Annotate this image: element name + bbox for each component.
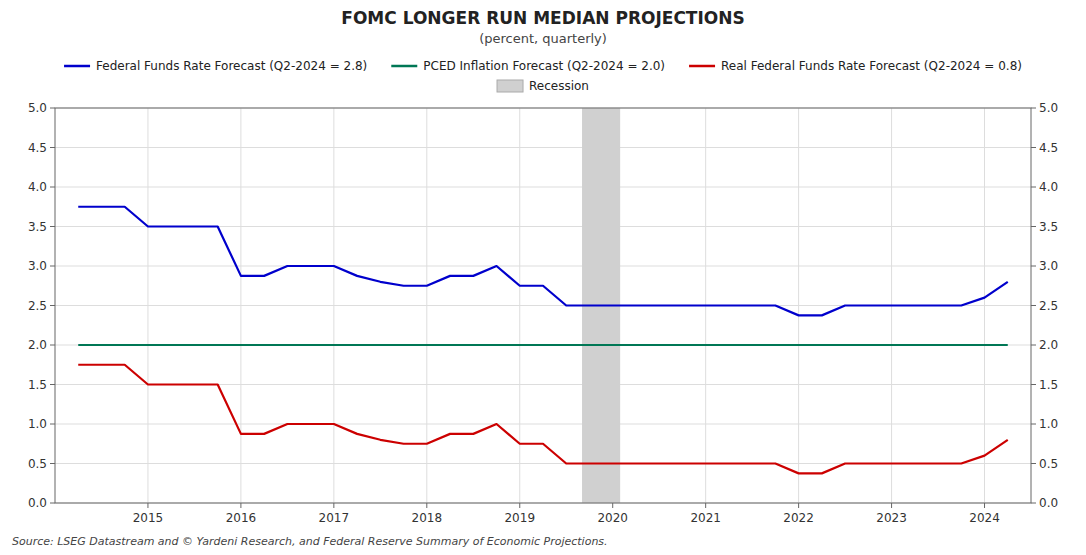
y2-tick	[1031, 266, 1036, 267]
y-tick	[50, 108, 55, 109]
y2-tick	[1031, 384, 1036, 385]
grid-line	[984, 108, 985, 503]
legend-label: Recession	[529, 79, 589, 93]
y-tick-label: 5.0	[28, 101, 47, 115]
x-tick	[333, 503, 334, 508]
y-tick-label: 0.5	[28, 457, 47, 471]
y-tick-label: 2.0	[28, 338, 47, 352]
y2-tick	[1031, 503, 1036, 504]
y-tick	[50, 147, 55, 148]
y-tick	[50, 463, 55, 464]
y-tick	[50, 424, 55, 425]
y-tick-label: 3.5	[28, 220, 47, 234]
y2-tick-label: 5.0	[1039, 101, 1058, 115]
y-tick-label: 1.0	[28, 417, 47, 431]
y-tick	[50, 266, 55, 267]
y-tick-label: 4.0	[28, 180, 47, 194]
series-line	[78, 207, 1008, 316]
series-line	[78, 344, 1008, 346]
x-tick	[519, 503, 520, 508]
y-tick	[50, 305, 55, 306]
y-tick	[50, 187, 55, 188]
source-note: Source: LSEG Datastream and © Yardeni Re…	[12, 535, 608, 548]
y-tick-label: 4.5	[28, 141, 47, 155]
y2-tick-label: 4.0	[1039, 180, 1058, 194]
grid-line	[55, 424, 1031, 425]
grid-line	[147, 108, 148, 503]
legend-label: Federal Funds Rate Forecast (Q2-2024 = 2…	[96, 59, 367, 73]
legend-swatch	[689, 65, 715, 68]
x-tick	[240, 503, 241, 508]
y2-tick	[1031, 108, 1036, 109]
plot-frame	[55, 108, 1031, 503]
grid-line	[55, 345, 1031, 346]
axes: 2015 2016 2017 2018 2019 2020 2021 2022 2023 2024…	[28, 101, 1058, 525]
title: FOMC LONGER RUN MEDIAN PROJECTIONS	[341, 8, 744, 28]
y2-tick	[1031, 147, 1036, 148]
y2-tick-label: 3.0	[1039, 259, 1058, 273]
x-tick	[426, 503, 427, 508]
y-tick	[50, 345, 55, 346]
x-tick-label: 2018	[412, 511, 443, 525]
x-tick-label: 2023	[876, 511, 907, 525]
y2-tick	[1031, 463, 1036, 464]
x-tick-label: 2015	[133, 511, 164, 525]
y-tick	[50, 384, 55, 385]
legend-item: Recession	[497, 79, 589, 93]
x-tick	[705, 503, 706, 508]
legend-swatch	[64, 65, 90, 68]
legend-item: PCED Inflation Forecast (Q2-2024 = 2.0)	[391, 59, 665, 73]
x-tick-label: 2024	[969, 511, 1000, 525]
y2-tick	[1031, 226, 1036, 227]
x-tick	[147, 503, 148, 508]
grid-line	[240, 108, 241, 503]
x-tick-label: 2016	[226, 511, 257, 525]
legend-label: Real Federal Funds Rate Forecast (Q2-202…	[721, 59, 1022, 73]
grid-line	[798, 108, 799, 503]
chart: FOMC LONGER RUN MEDIAN PROJECTIONS (perce…	[0, 0, 1086, 555]
y2-tick	[1031, 424, 1036, 425]
grid-line	[333, 108, 334, 503]
legend-swatch	[497, 80, 523, 92]
grid	[55, 108, 1031, 503]
x-tick	[798, 503, 799, 508]
y2-tick-label: 2.5	[1039, 299, 1058, 313]
y-tick-label: 3.0	[28, 259, 47, 273]
grid-line	[55, 147, 1031, 148]
x-tick	[612, 503, 613, 508]
series-line	[78, 365, 1008, 474]
x-tick-label: 2019	[504, 511, 535, 525]
y-tick-label: 0.0	[28, 496, 47, 510]
subtitle: (percent, quarterly)	[479, 31, 607, 46]
y-tick-label: 2.5	[28, 299, 47, 313]
x-tick-label: 2021	[690, 511, 721, 525]
legend-item: Federal Funds Rate Forecast (Q2-2024 = 2…	[64, 59, 367, 73]
x-tick-label: 2022	[783, 511, 814, 525]
y2-tick-label: 4.5	[1039, 141, 1058, 155]
legend-item: Real Federal Funds Rate Forecast (Q2-202…	[689, 59, 1022, 73]
y2-tick-label: 3.5	[1039, 220, 1058, 234]
grid-line	[55, 266, 1031, 267]
y-tick	[50, 226, 55, 227]
y2-tick	[1031, 187, 1036, 188]
y2-tick-label: 1.0	[1039, 417, 1058, 431]
x-tick	[984, 503, 985, 508]
y2-tick-label: 2.0	[1039, 338, 1058, 352]
legend-label: PCED Inflation Forecast (Q2-2024 = 2.0)	[423, 59, 665, 73]
y2-tick-label: 0.5	[1039, 457, 1058, 471]
y2-tick-label: 1.5	[1039, 378, 1058, 392]
x-tick-label: 2020	[597, 511, 628, 525]
y-tick-label: 1.5	[28, 378, 47, 392]
y2-tick-label: 0.0	[1039, 496, 1058, 510]
plot-data	[78, 108, 1008, 503]
grid-line	[55, 187, 1031, 188]
y-tick	[50, 503, 55, 504]
legend: Federal Funds Rate Forecast (Q2-2024 = 2…	[64, 59, 1022, 93]
legend-swatch	[391, 65, 417, 68]
y2-tick	[1031, 345, 1036, 346]
x-tick-label: 2017	[319, 511, 350, 525]
x-tick	[891, 503, 892, 508]
y2-tick	[1031, 305, 1036, 306]
